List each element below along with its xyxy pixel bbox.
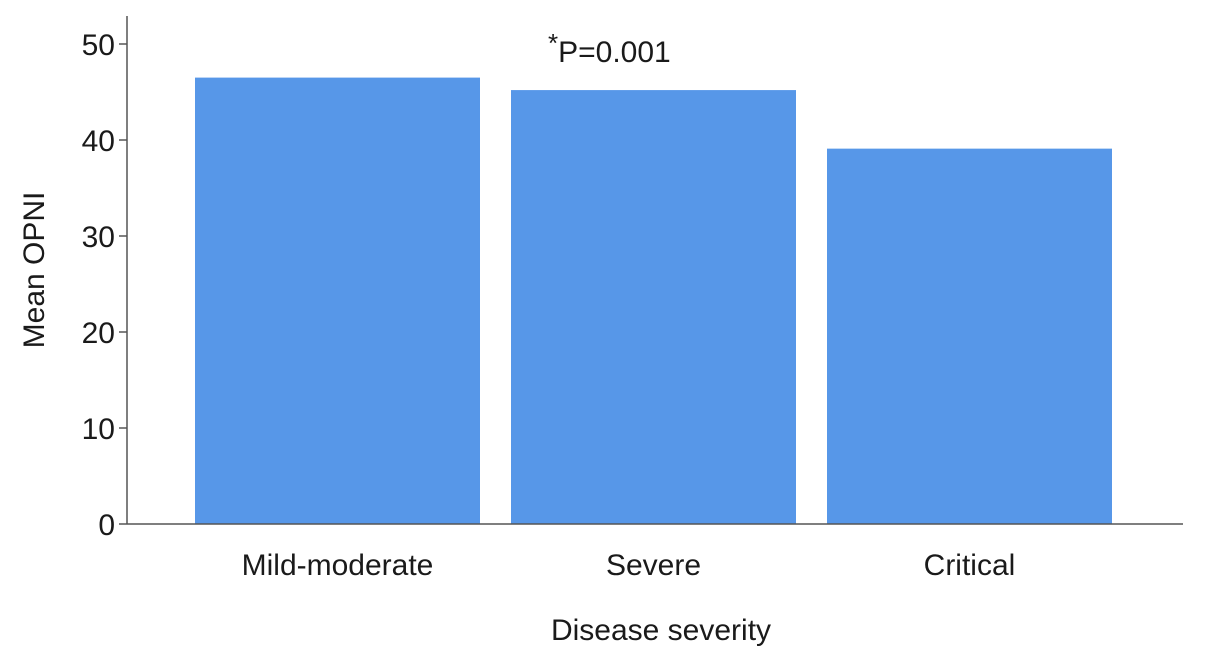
y-axis-label: Mean OPNI [18,192,51,349]
bar-mild-moderate [195,77,480,524]
y-tick-label: 40 [82,125,115,158]
x-axis-tick-labels: Mild-moderate Severe Critical [242,549,1016,582]
y-axis-ticks: 0 10 20 30 40 50 [82,29,127,542]
bar-critical [827,148,1112,524]
significance-star: * [548,28,558,58]
p-value-annotation: *P=0.001 [548,28,671,69]
p-value-text: P=0.001 [558,36,671,69]
bar-severe [511,90,796,524]
x-tick-label: Severe [606,549,701,582]
x-tick-label: Critical [924,549,1016,582]
x-axis-label: Disease severity [551,614,771,647]
y-tick-label: 0 [98,509,115,542]
y-tick-label: 20 [82,317,115,350]
bars [195,77,1112,524]
y-tick-label: 10 [82,413,115,446]
x-tick-label: Mild-moderate [242,549,434,582]
y-tick-label: 30 [82,221,115,254]
y-tick-label: 50 [82,29,115,62]
